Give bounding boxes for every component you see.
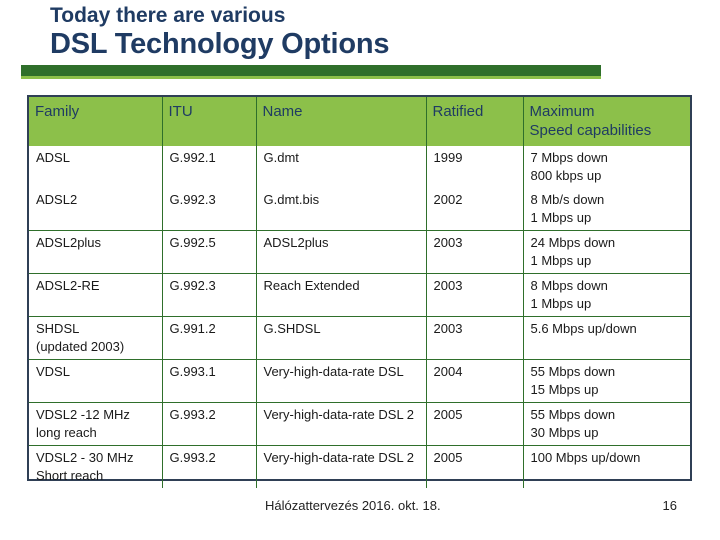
title-rule-dark (21, 65, 601, 76)
cell-itu: G.993.2 (161, 402, 256, 446)
cell-itu: G.993.1 (161, 359, 256, 403)
footer-text: Hálózattervezés 2016. okt. 18. (265, 498, 441, 513)
cell-speed: 8 Mb/s down 1 Mbps up (522, 188, 690, 231)
table-row: ADSL2plus G.992.5 ADSL2plus 2003 24 Mbps… (29, 230, 690, 274)
cell-speed: 55 Mbps down 15 Mbps up (522, 359, 690, 403)
header-max-speed: Maximum Speed capabilities (522, 97, 690, 146)
cell-family: ADSL2 (36, 192, 78, 207)
table-header-row: Family ITU Name Ratified Maximum Speed c… (29, 97, 690, 146)
cell-name: Very-high-data-rate DSL 2 (255, 402, 426, 446)
cell-family: ADSL2plus (29, 230, 162, 274)
cell-itu: G.993.2 (161, 445, 256, 488)
table-row: ADSL2 G.992.3 G.dmt.bis 2002 8 Mb/s down… (29, 188, 690, 231)
cell-name: G.dmt (255, 146, 426, 188)
page-number: 16 (662, 498, 677, 513)
cell-itu: G.992.1 (161, 146, 256, 188)
cell-itu: G.991.2 (161, 316, 256, 360)
cell-itu: G.992.3 (161, 188, 256, 231)
dsl-options-table: Family ITU Name Ratified Maximum Speed c… (29, 97, 690, 488)
cell-speed: 24 Mbps down 1 Mbps up (522, 230, 690, 274)
slide-title-line1: Today there are various (50, 4, 286, 27)
cell-name: Very-high-data-rate DSL (255, 359, 426, 403)
cell-ratified: 2003 (425, 230, 523, 274)
cell-ratified: 2004 (425, 359, 523, 403)
table-row: VDSL G.993.1 Very-high-data-rate DSL 200… (29, 359, 690, 403)
cell-family: VDSL (29, 359, 162, 403)
table-row: SHDSL (updated 2003) G.991.2 G.SHDSL 200… (29, 316, 690, 360)
cell-family: SHDSL (updated 2003) (29, 316, 162, 360)
table-row: VDSL2 -12 MHz long reach G.993.2 Very-hi… (29, 402, 690, 446)
dsl-table-container: Family ITU Name Ratified Maximum Speed c… (27, 95, 692, 488)
cell-speed: 55 Mbps down 30 Mbps up (522, 402, 690, 446)
cell-name: Very-high-data-rate DSL 2 (255, 445, 426, 488)
slide-footer: Hálózattervezés 2016. okt. 18. 16 (0, 498, 720, 514)
cell-ratified: 2002 (425, 188, 523, 231)
cell-speed: 5.6 Mbps up/down (522, 316, 690, 360)
cell-family: ADSL2-RE (29, 273, 162, 317)
cell-family: VDSL2 -12 MHz long reach (29, 402, 162, 446)
table-row: ADSL2-RE G.992.3 Reach Extended 2003 8 M… (29, 273, 690, 317)
cell-family: ADSL (36, 150, 70, 165)
cell-itu: G.992.3 (161, 273, 256, 317)
cell-speed: 7 Mbps down 800 kbps up (522, 146, 690, 188)
header-name: Name (255, 97, 426, 146)
cell-ratified: 2003 (425, 273, 523, 317)
table-row: ADSL G.992.1 G.dmt 1999 7 Mbps down 800 … (29, 146, 690, 188)
title-rule-light (21, 76, 601, 79)
header-family: Family (29, 97, 162, 146)
header-itu: ITU (161, 97, 256, 146)
cell-itu: G.992.5 (161, 230, 256, 274)
cell-name: ADSL2plus (255, 230, 426, 274)
cell-ratified: 1999 (425, 146, 523, 188)
cell-ratified: 2005 (425, 445, 523, 488)
cell-name: Reach Extended (255, 273, 426, 317)
cell-ratified: 2005 (425, 402, 523, 446)
cell-family: VDSL2 - 30 MHz Short reach (29, 445, 162, 488)
cell-speed: 8 Mbps down 1 Mbps up (522, 273, 690, 317)
cell-name: G.dmt.bis (255, 188, 426, 231)
table-row: VDSL2 - 30 MHz Short reach G.993.2 Very-… (29, 445, 690, 488)
cell-name: G.SHDSL (255, 316, 426, 360)
cell-speed: 100 Mbps up/down (522, 445, 690, 488)
cell-ratified: 2003 (425, 316, 523, 360)
slide-title-line2: DSL Technology Options (50, 28, 390, 60)
header-ratified: Ratified (425, 97, 523, 146)
